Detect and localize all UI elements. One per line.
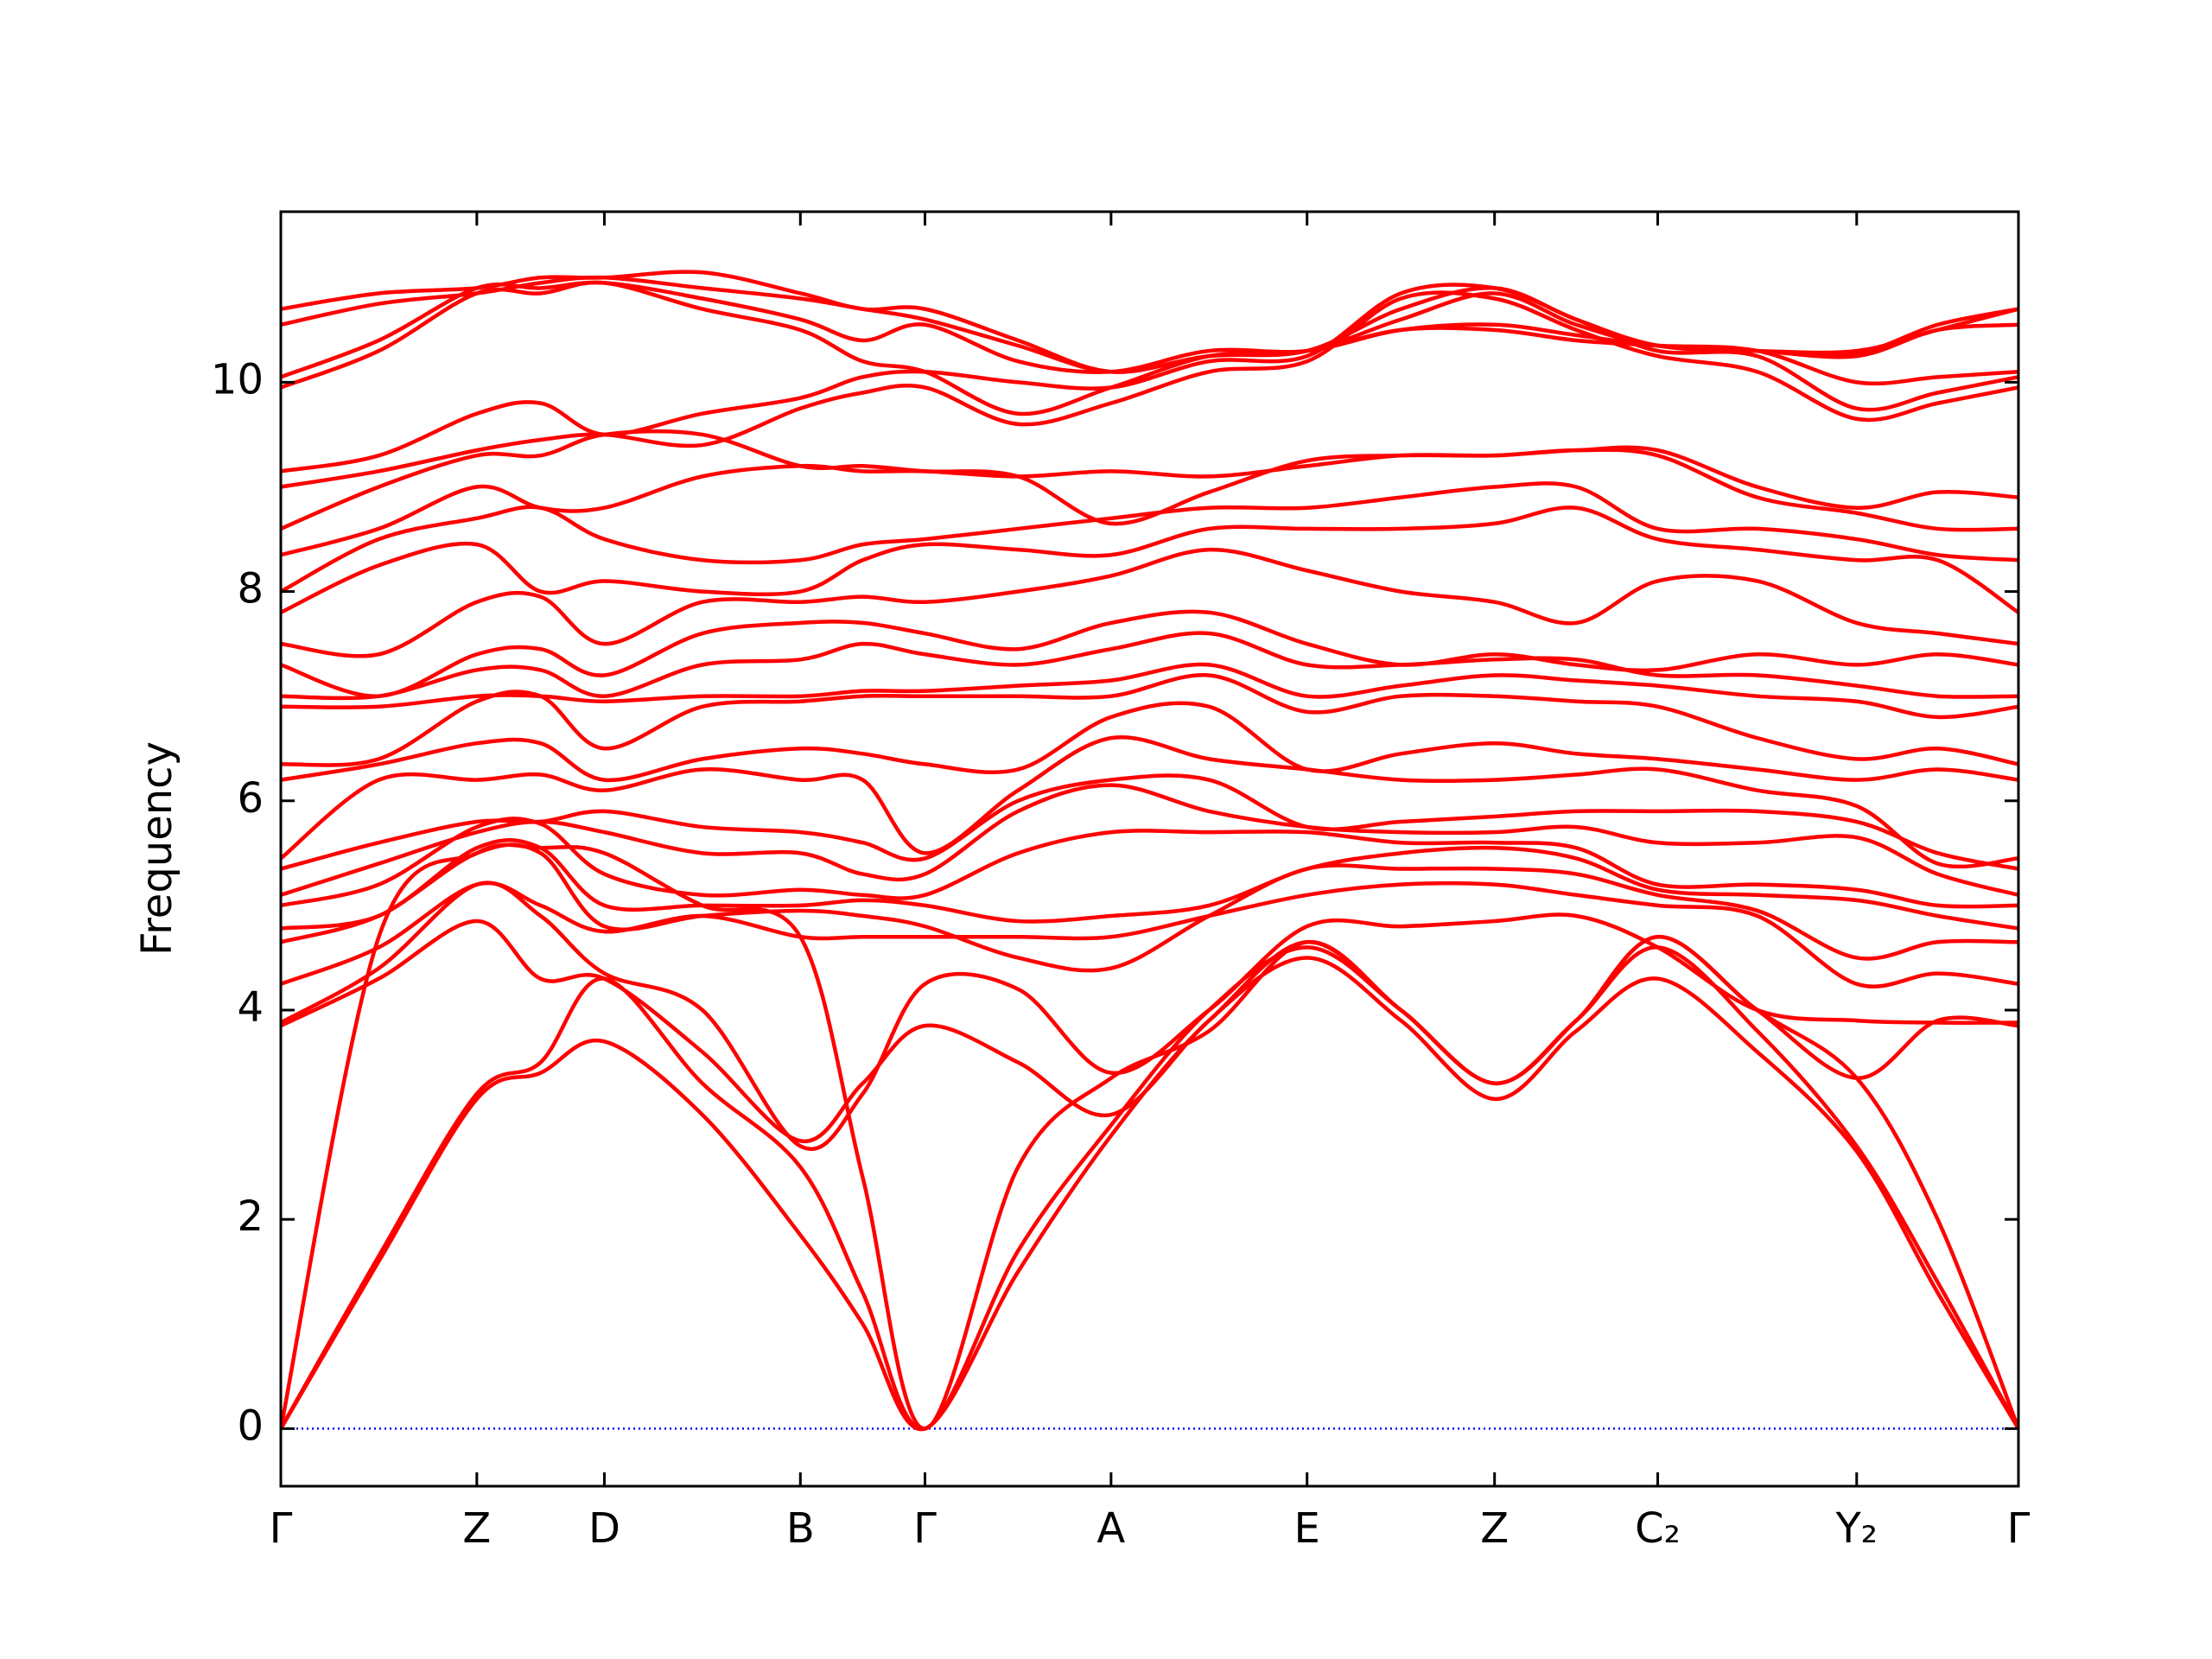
y-tick-label: 10	[211, 355, 264, 404]
band-line	[281, 837, 2018, 931]
band-line	[281, 547, 2018, 658]
y-tick-label: 2	[237, 1192, 264, 1241]
y-tick-label: 8	[237, 565, 264, 613]
band-line	[281, 283, 2018, 474]
band-line	[281, 783, 2018, 897]
x-tick-label: C₂	[1635, 1504, 1681, 1553]
band-line	[281, 673, 2018, 767]
band-line	[281, 880, 2018, 988]
plot-frame	[279, 210, 2020, 1488]
bands	[281, 270, 2018, 1432]
x-tick-label: A	[1096, 1504, 1125, 1553]
band-line	[281, 280, 2018, 379]
y-axis-label: Frequency	[133, 741, 181, 956]
band-line	[281, 734, 2018, 869]
x-tick-label: Γ	[2007, 1504, 2031, 1553]
x-tick-label: Z	[462, 1504, 491, 1553]
band-line	[281, 631, 2018, 701]
band-line	[281, 842, 2018, 1431]
band-line	[281, 880, 2018, 1151]
band-line	[281, 662, 2018, 720]
band-line	[281, 609, 2018, 698]
x-tick-label: E	[1294, 1504, 1320, 1553]
band-line	[281, 280, 2018, 416]
band-line	[281, 773, 2018, 871]
y-tick-label: 4	[237, 983, 264, 1032]
x-tick-label: B	[786, 1504, 815, 1553]
band-line	[281, 817, 2018, 909]
band-line	[281, 701, 2018, 783]
y-tick-label: 0	[237, 1402, 264, 1450]
band-line	[281, 918, 2018, 1143]
y-tick-label: 6	[237, 774, 264, 823]
band-line	[281, 505, 2018, 614]
band-line	[281, 481, 2018, 594]
x-tick-label: Γ	[270, 1504, 293, 1553]
band-line	[281, 842, 2018, 973]
band-line	[281, 945, 2018, 1431]
x-tick-label: Y₂	[1834, 1504, 1878, 1553]
band-line	[281, 290, 2018, 489]
x-tick-label: Γ	[913, 1504, 937, 1553]
band-line	[281, 429, 2018, 531]
x-tick-label: Z	[1480, 1504, 1509, 1553]
x-tick-label: D	[588, 1504, 620, 1553]
band-line	[281, 448, 2018, 557]
band-line	[281, 956, 2018, 1432]
band-line	[281, 270, 2018, 374]
